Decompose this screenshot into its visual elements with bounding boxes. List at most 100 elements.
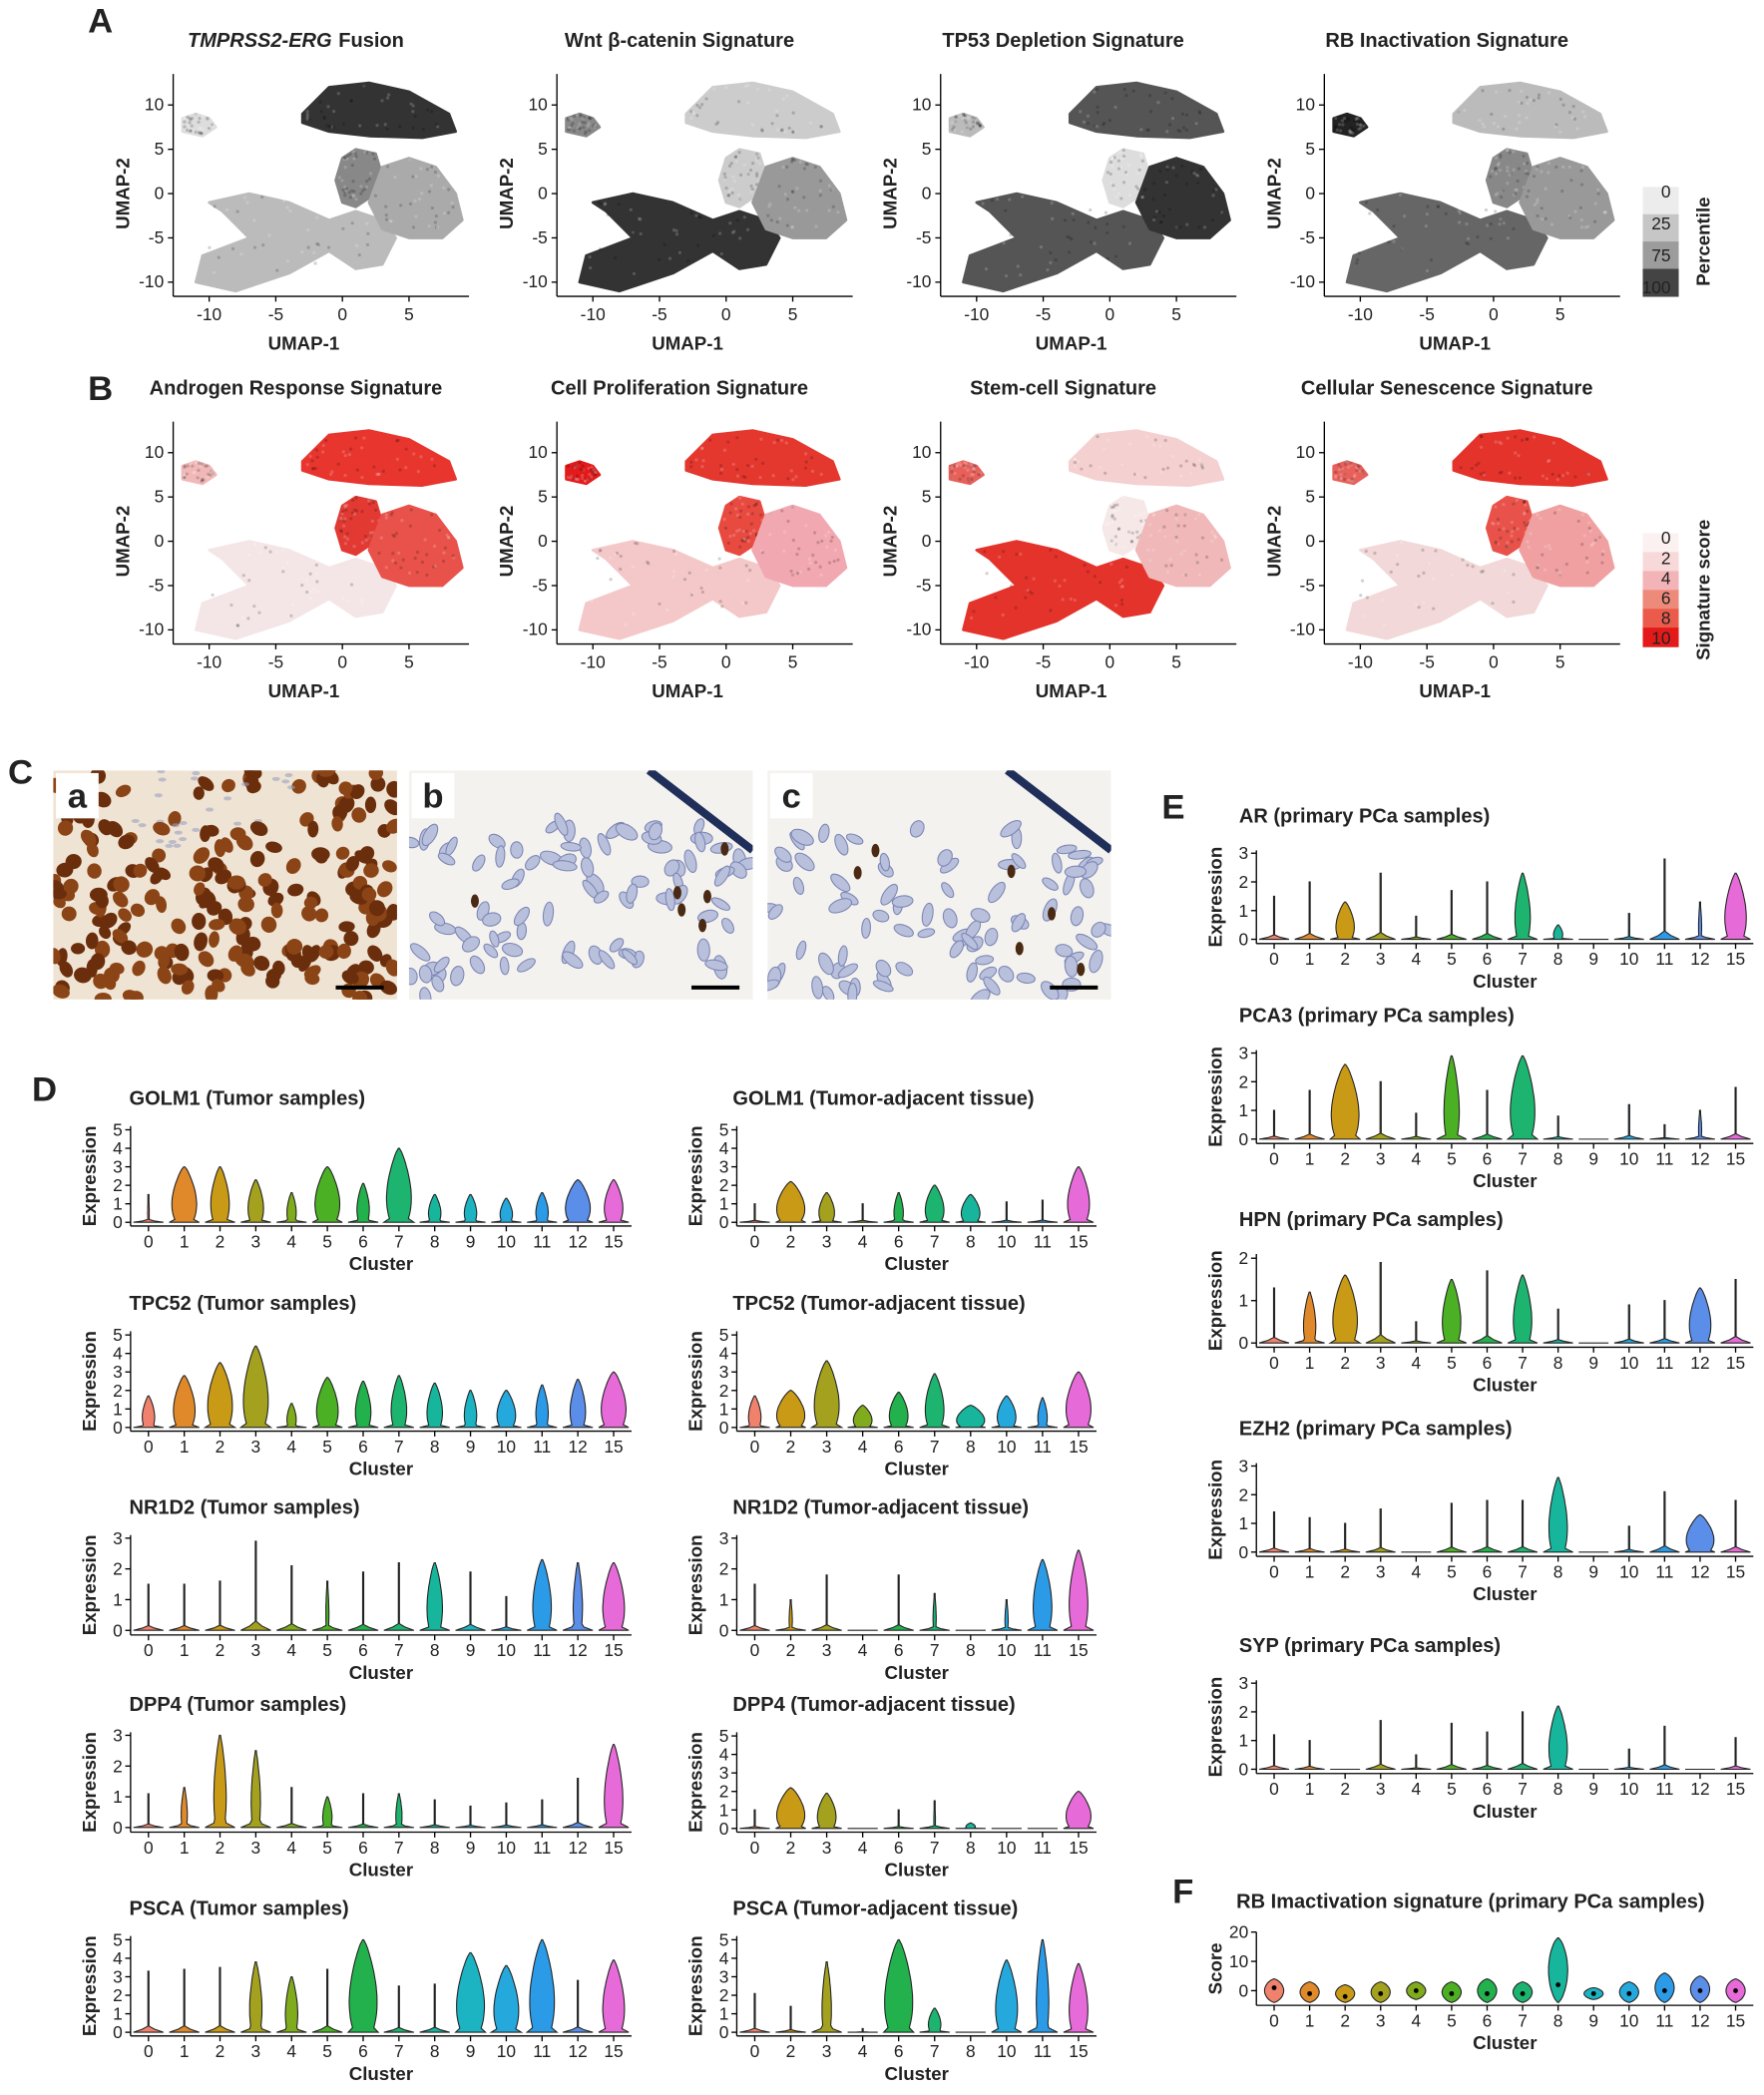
- umap-cell: [952, 125, 956, 130]
- y-tick-label: 2: [113, 1175, 123, 1195]
- umap-cell: [818, 189, 822, 193]
- umap-cell: [717, 557, 721, 561]
- umap-cell: [1112, 517, 1116, 521]
- umap-cell: [731, 462, 735, 467]
- nucleus: [194, 882, 206, 896]
- umap-cell: [1458, 220, 1462, 224]
- chart-title: Androgen Response Signature: [150, 378, 443, 400]
- umap-cell: [268, 550, 272, 554]
- umap-cell: [1494, 440, 1498, 444]
- umap-cell: [1127, 193, 1132, 198]
- x-axis-label: Cluster: [885, 1253, 949, 1274]
- umap-cell: [804, 162, 808, 166]
- umap-cell: [267, 233, 271, 237]
- nucleus: [1076, 933, 1099, 951]
- umap-cell: [811, 553, 815, 558]
- umap-cell: [192, 471, 196, 475]
- umap-cell: [343, 473, 347, 478]
- umap-cell: [768, 513, 772, 517]
- umap-cell: [1026, 589, 1030, 593]
- umap-cell: [718, 600, 722, 604]
- y-tick-label: 4: [719, 1745, 729, 1765]
- umap-cell: [955, 464, 959, 468]
- umap-cell: [967, 132, 971, 136]
- nucleus: [198, 776, 215, 791]
- umap-cell: [1162, 193, 1167, 197]
- nucleus: [1068, 849, 1093, 860]
- umap-cell: [310, 459, 314, 463]
- umap-cell: [342, 524, 346, 528]
- umap-cell: [1174, 535, 1178, 540]
- umap-cell: [598, 549, 603, 554]
- umap-cell: [1194, 173, 1198, 177]
- umap-cell: [365, 151, 369, 155]
- umap-cell: [1536, 198, 1540, 202]
- x-tick-label: 2: [1340, 1353, 1350, 1373]
- umap-cell: [711, 87, 716, 91]
- violin: [1294, 1089, 1325, 1140]
- nucleus: [86, 842, 99, 858]
- violin: [276, 1976, 307, 2033]
- umap-cell: [1089, 240, 1093, 244]
- umap-cell: [770, 122, 774, 126]
- umap-cell: [756, 156, 760, 160]
- umap-cell: [730, 187, 734, 191]
- nucleus: [542, 901, 555, 927]
- violin: [562, 1379, 594, 1429]
- nucleus: [192, 913, 207, 931]
- umap-cell: [376, 472, 380, 476]
- nucleus: [270, 902, 283, 919]
- y-tick-label: 0: [155, 531, 165, 551]
- umap-cell: [313, 466, 317, 471]
- umap-cell: [802, 167, 807, 171]
- umap-cell: [1496, 517, 1501, 522]
- umap-cell: [971, 120, 976, 124]
- umap-cell: [1190, 170, 1194, 174]
- umap-cell: [568, 128, 572, 132]
- umap-cell: [337, 176, 341, 180]
- umap-cell: [1030, 592, 1034, 596]
- umap-cell: [967, 478, 971, 483]
- nucleus: [975, 955, 995, 966]
- umap-cell: [567, 126, 572, 130]
- umap-cell: [1049, 250, 1053, 254]
- violin: [1613, 913, 1644, 941]
- umap-cell: [1558, 130, 1562, 134]
- umap-cell: [1526, 102, 1530, 106]
- umap-cell: [1121, 496, 1125, 500]
- umap-cell: [1054, 257, 1058, 262]
- umap-cell: [1565, 471, 1569, 475]
- x-tick-label: 7: [1518, 2010, 1528, 2030]
- y-tick-label: 10: [145, 95, 164, 115]
- panel-label: D: [32, 1070, 57, 1108]
- umap-cell: [755, 159, 759, 163]
- umap-cell: [282, 199, 286, 203]
- nucleus: [144, 889, 161, 906]
- umap-cell: [315, 241, 319, 245]
- nucleus: [168, 811, 182, 827]
- umap-cell: [582, 126, 586, 130]
- umap-cell: [785, 94, 789, 98]
- umap-cell: [1396, 563, 1400, 567]
- nucleus: [232, 821, 241, 826]
- umap-cell: [1596, 192, 1600, 196]
- umap-cell: [1111, 509, 1115, 513]
- umap-cell: [1355, 119, 1359, 123]
- umap-cell: [343, 191, 347, 195]
- umap-cell: [1506, 236, 1510, 240]
- nucleus: [524, 855, 541, 871]
- umap-cell: [805, 163, 809, 167]
- x-tick-label: 2: [216, 1640, 225, 1660]
- umap-cell: [994, 596, 998, 600]
- y-tick-label: 2: [719, 1985, 729, 2005]
- x-tick-label: 12: [569, 1640, 588, 1660]
- chart-title: TPC52 (Tumor-adjacent tissue): [732, 1293, 1025, 1315]
- x-tick-label: 2: [1340, 2010, 1350, 2030]
- violin: [1365, 1080, 1396, 1140]
- umap-cell: [434, 214, 438, 218]
- umap-cell: [699, 586, 703, 591]
- umap-cell: [1157, 529, 1162, 533]
- x-tick-label: 1: [180, 2041, 190, 2061]
- y-axis-label: UMAP-2: [1263, 506, 1284, 578]
- umap-cell: [749, 190, 753, 194]
